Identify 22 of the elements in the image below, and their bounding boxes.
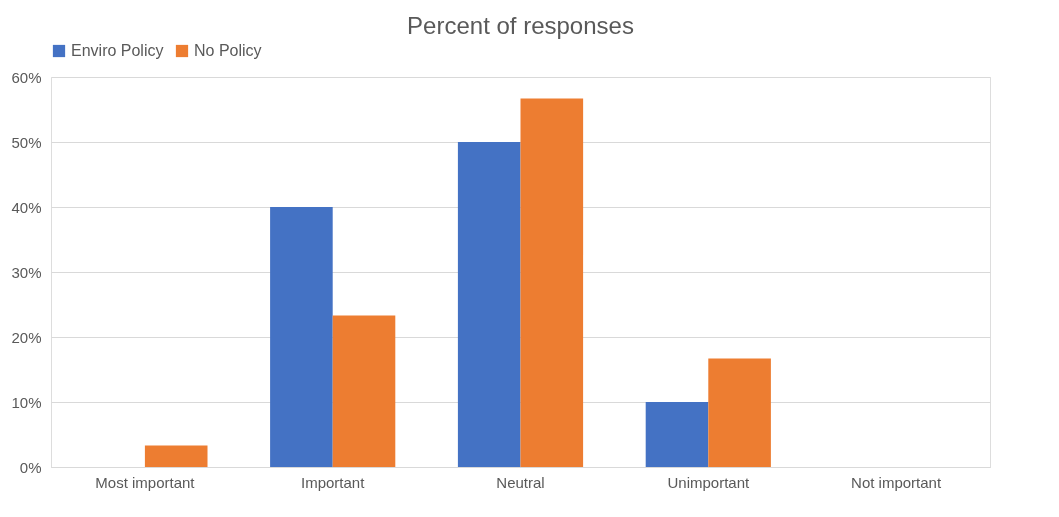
x-tick-label: Most important: [95, 473, 196, 491]
chart-title: Percent of responses: [407, 12, 634, 39]
y-tick-label: 0%: [19, 458, 42, 476]
x-tick-label: Unimportant: [667, 473, 750, 491]
legend-label: No Policy: [194, 42, 262, 59]
y-tick-label: 20%: [11, 328, 42, 346]
x-tick-label: Neutral: [496, 473, 545, 491]
x-tick-label: Important: [301, 473, 366, 491]
y-tick-label: 10%: [11, 393, 42, 411]
bar: [520, 98, 584, 467]
bar: [645, 402, 709, 467]
x-tick-label: Not important: [851, 473, 942, 491]
y-tick-label: 40%: [11, 198, 42, 216]
y-tick-label: 30%: [11, 263, 42, 281]
y-tick-label: 60%: [11, 68, 42, 86]
bar: [332, 315, 396, 467]
legend-label: Enviro Policy: [71, 42, 164, 59]
bar: [457, 142, 521, 467]
bar: [708, 358, 771, 467]
bar: [144, 445, 208, 467]
y-tick-label: 50%: [11, 133, 42, 151]
bar: [270, 207, 333, 467]
